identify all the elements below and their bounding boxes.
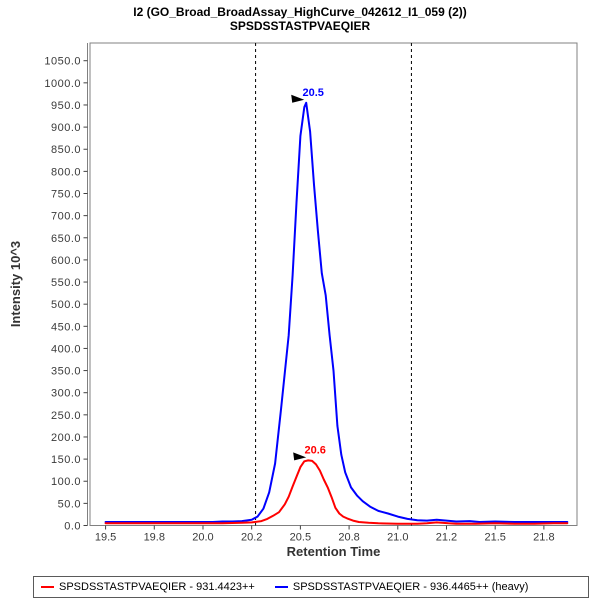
chart-title: I2 (GO_Broad_BroadAssay_HighCurve_042612… [133, 5, 467, 19]
x-tick-label: 20.8 [338, 532, 359, 544]
y-tick-label: 1050.0 [44, 56, 81, 68]
legend-swatch-light [41, 586, 54, 588]
y-tick-label: 500.0 [51, 299, 81, 311]
chromatogram-curve[interactable] [104, 459, 569, 525]
y-tick-label: 350.0 [51, 366, 81, 378]
peak-apex-arrow-icon [291, 94, 305, 103]
y-tick-label: 200.0 [51, 432, 81, 444]
y-tick-label: 300.0 [51, 388, 81, 400]
legend-label-heavy: SPSDSSTASTPVAEQIER - 936.4465++ (heavy) [292, 581, 529, 593]
y-tick-label: 900.0 [51, 122, 81, 134]
x-tick-label: 20.0 [192, 532, 213, 544]
y-tick-label: 250.0 [51, 410, 81, 422]
chromatogram-curve[interactable] [104, 101, 569, 523]
x-tick-label: 20.2 [241, 532, 262, 544]
legend: SPSDSSTASTPVAEQIER - 931.4423++ SPSDSSTA… [33, 576, 589, 598]
y-tick-label: 950.0 [51, 100, 81, 112]
legend-item-light: SPSDSSTASTPVAEQIER - 931.4423++ [41, 581, 255, 593]
peak-apex-arrow-icon [293, 452, 307, 461]
plot-border [89, 42, 578, 526]
legend-label-light: SPSDSSTASTPVAEQIER - 931.4423++ [59, 581, 255, 593]
x-tick-label: 19.8 [144, 532, 165, 544]
y-tick-label: 0.0 [64, 521, 81, 533]
x-tick-label: 21.2 [436, 532, 457, 544]
y-tick-label: 150.0 [51, 454, 81, 466]
y-tick-label: 800.0 [51, 166, 81, 178]
y-tick-label: 650.0 [51, 233, 81, 245]
y-tick-label: 50.0 [58, 498, 81, 510]
y-tick-label: 400.0 [51, 343, 81, 355]
x-tick-label: 21.8 [533, 532, 554, 544]
y-tick-label: 100.0 [51, 476, 81, 488]
x-tick-label: 21.0 [387, 532, 408, 544]
legend-item-heavy: SPSDSSTASTPVAEQIER - 936.4465++ (heavy) [274, 581, 529, 593]
y-tick-label: 750.0 [51, 189, 81, 201]
chart-subtitle-peptide: SPSDSSTASTPVAEQIER [229, 19, 371, 33]
x-tick-label: 19.5 [95, 532, 116, 544]
x-tick-label: 21.5 [484, 532, 505, 544]
y-tick-label: 1000.0 [44, 78, 81, 90]
chart-title-block: I2 (GO_Broad_BroadAssay_HighCurve_042612… [0, 5, 600, 33]
y-tick-label: 550.0 [51, 277, 81, 289]
peak-rt-annotation: 20.6 [304, 444, 325, 456]
x-tick-label: 20.5 [290, 532, 311, 544]
y-tick-label: 600.0 [51, 255, 81, 267]
y-tick-label: 450.0 [51, 321, 81, 333]
y-tick-label: 700.0 [51, 211, 81, 223]
legend-swatch-heavy [274, 586, 288, 588]
peak-rt-annotation: 20.5 [303, 87, 324, 99]
x-axis-title: Retention Time [286, 544, 381, 559]
y-tick-label: 850.0 [51, 144, 81, 156]
